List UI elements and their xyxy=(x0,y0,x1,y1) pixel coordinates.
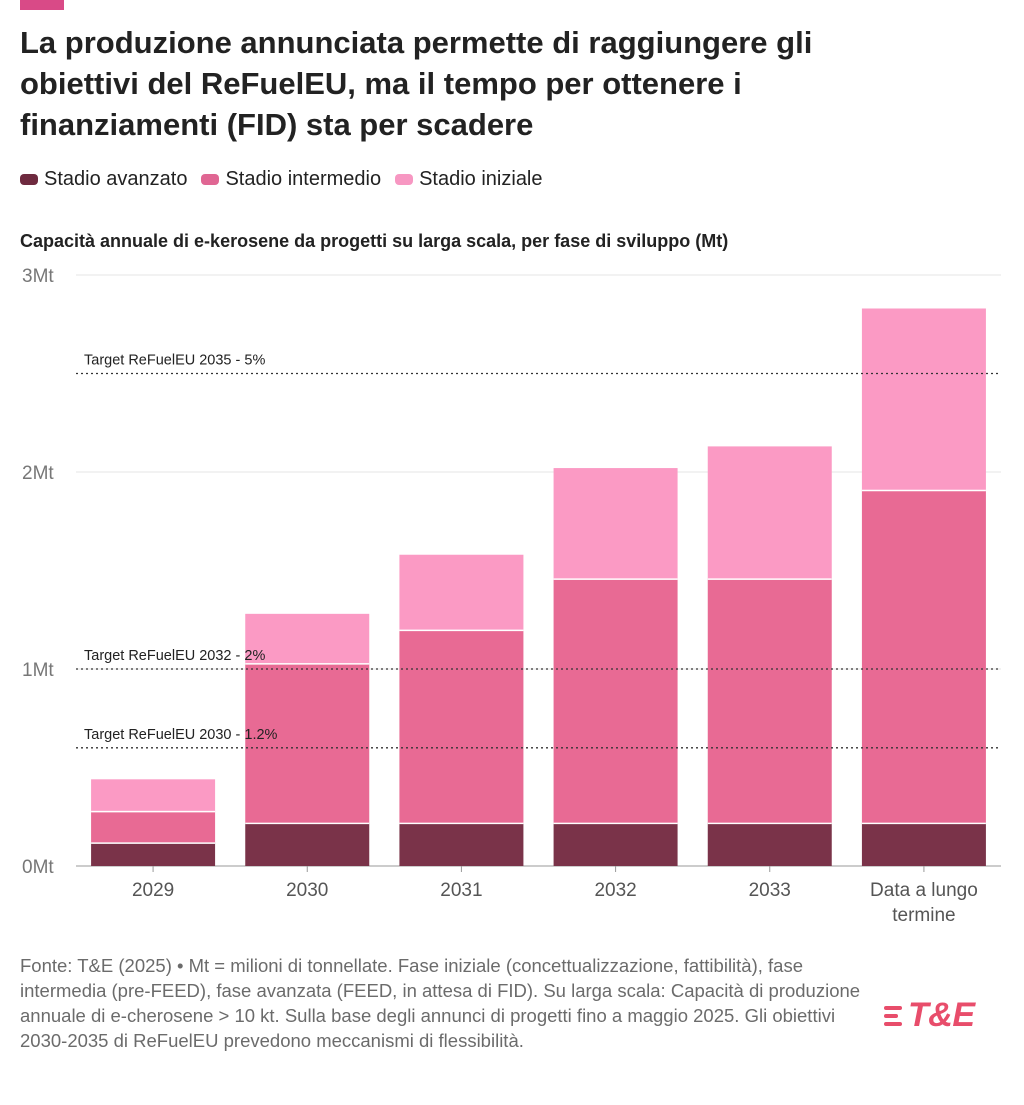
y-tick-label: 1Mt xyxy=(22,660,54,681)
legend-item-advanced: Stadio avanzato xyxy=(20,168,187,191)
accent-bar xyxy=(20,0,64,10)
bar-segment xyxy=(707,578,832,823)
legend-item-initial: Stadio iniziale xyxy=(395,168,543,191)
y-tick-label: 0Mt xyxy=(22,857,54,878)
legend-label-advanced: Stadio avanzato xyxy=(44,168,188,190)
bar-segment xyxy=(91,842,216,866)
legend-label-initial: Stadio iniziale xyxy=(419,168,543,190)
x-tick-label: 2033 xyxy=(749,880,791,901)
x-tick-label: 2030 xyxy=(286,880,328,901)
legend-swatch-intermediate xyxy=(201,174,220,185)
target-label: Target ReFuelEU 2035 - 5% xyxy=(84,353,265,369)
bar-segment xyxy=(399,822,524,866)
chart-subtitle: Capacità annuale di e-kerosene da proget… xyxy=(20,231,729,251)
bar-segment xyxy=(399,554,524,630)
bar-segment xyxy=(861,308,986,490)
bar-segment xyxy=(707,446,832,579)
bar-segment xyxy=(707,822,832,866)
te-logo: T&E xyxy=(884,996,975,1035)
logo-text: T&E xyxy=(908,996,975,1034)
x-tick-label: 2032 xyxy=(594,880,636,901)
legend-item-intermediate: Stadio intermedio xyxy=(201,168,381,191)
logo-stripes-icon xyxy=(884,1005,902,1026)
bar-segment xyxy=(553,822,678,866)
bar-segment xyxy=(861,822,986,866)
target-label: Target ReFuelEU 2032 - 2% xyxy=(84,648,265,664)
y-tick-label: 3Mt xyxy=(22,266,54,287)
bar-segment xyxy=(553,468,678,579)
x-tick-label: termine xyxy=(892,905,955,926)
bar-segment xyxy=(245,613,370,664)
y-tick-label: 2Mt xyxy=(22,463,54,484)
bar-segment xyxy=(245,822,370,866)
bar-segment xyxy=(861,489,986,823)
source-footnote: Fonte: T&E (2025) • Mt = milioni di tonn… xyxy=(20,955,861,1051)
target-label: Target ReFuelEU 2030 - 1.2% xyxy=(84,727,278,743)
legend-swatch-advanced xyxy=(20,174,38,185)
bar-segment xyxy=(245,663,370,823)
legend-swatch-initial xyxy=(395,174,414,185)
bar-segment xyxy=(399,629,524,823)
x-tick-label: Data a lungo xyxy=(870,880,978,901)
x-tick-label: 2031 xyxy=(440,880,482,901)
bar-segment xyxy=(91,779,216,811)
legend: Stadio avanzato Stadio intermedio Stadio… xyxy=(20,168,543,191)
bar-segment xyxy=(553,578,678,823)
legend-label-intermediate: Stadio intermedio xyxy=(225,168,382,190)
chart-title: La produzione annunciata permette di rag… xyxy=(20,25,813,142)
stacked-bar-chart: 0Mt 1Mt 2Mt 3Mt 2029 2030 2031 2032 2033 Data a l… xyxy=(22,266,1001,926)
x-tick-label: 2029 xyxy=(132,880,174,901)
bar-segment xyxy=(91,810,216,843)
